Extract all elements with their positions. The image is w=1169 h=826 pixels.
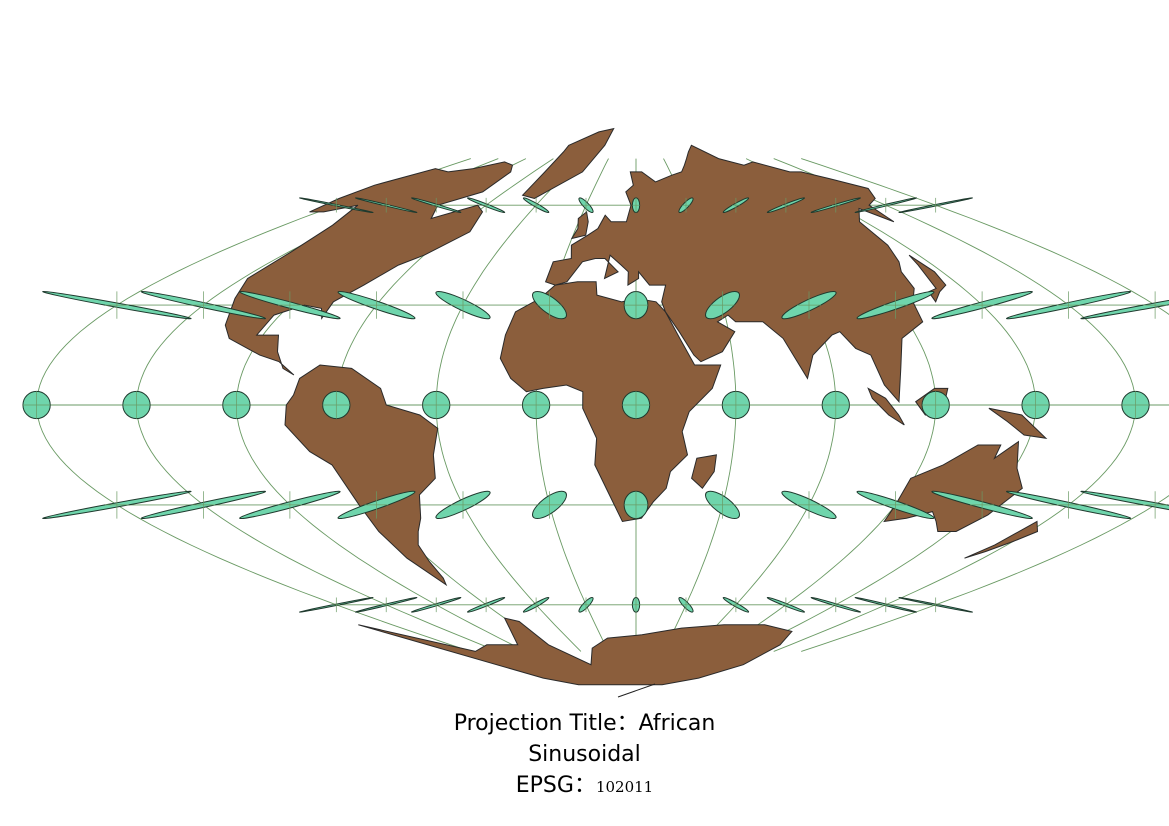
tissot-crosshair bbox=[582, 197, 590, 213]
land-layer bbox=[224, 127, 1048, 686]
tissot-crosshair bbox=[970, 491, 994, 519]
tissot-crosshair bbox=[532, 197, 540, 213]
tissot-crosshair bbox=[482, 197, 490, 213]
tissot-crosshair bbox=[382, 597, 390, 613]
landmass-japan bbox=[908, 254, 947, 303]
tissot-crosshair bbox=[782, 197, 790, 213]
landmass-greenland bbox=[521, 127, 615, 200]
tissot-crosshair bbox=[364, 291, 389, 319]
tissot-crosshair bbox=[882, 197, 890, 213]
tissot-crosshair bbox=[632, 597, 640, 613]
landmass-new-guinea bbox=[988, 407, 1048, 440]
tissot-crosshair bbox=[1143, 291, 1167, 319]
tissot-crosshair bbox=[822, 391, 850, 419]
tissot-crosshair bbox=[782, 597, 790, 613]
epsg-code: 102011 bbox=[595, 778, 654, 796]
tissot-crosshair bbox=[105, 291, 129, 319]
tissot-crosshair bbox=[382, 197, 390, 213]
tissot-crosshair bbox=[970, 291, 994, 319]
tissot-crosshair bbox=[1056, 491, 1081, 519]
tissot-crosshair bbox=[797, 291, 821, 319]
tissot-crosshair bbox=[105, 491, 129, 519]
tissot-crosshair bbox=[332, 597, 340, 613]
landmass-antarctica bbox=[358, 617, 793, 686]
tissot-crosshair bbox=[537, 491, 562, 519]
tissot-crosshair bbox=[632, 197, 640, 213]
tissot-crosshair bbox=[22, 391, 51, 419]
tissot-crosshair bbox=[722, 391, 750, 419]
tissot-crosshair bbox=[832, 597, 840, 613]
tissot-crosshair bbox=[732, 197, 740, 213]
epsg-line: EPSG：102011 bbox=[0, 770, 1169, 803]
tissot-crosshair bbox=[432, 197, 440, 213]
tissot-crosshair bbox=[364, 491, 389, 519]
tissot-crosshair bbox=[451, 491, 475, 519]
tissot-crosshair bbox=[522, 391, 550, 419]
tissot-crosshair bbox=[191, 291, 216, 319]
tissot-crosshair bbox=[710, 491, 735, 519]
tissot-crosshair bbox=[732, 597, 740, 613]
tissot-crosshair bbox=[883, 291, 908, 319]
tissot-crosshair bbox=[422, 391, 450, 419]
map-canvas bbox=[0, 127, 1169, 698]
tissot-crosshair bbox=[1121, 391, 1150, 419]
tissot-indicatrix-layer bbox=[23, 198, 1169, 612]
tissot-crosshair bbox=[1143, 491, 1167, 519]
tissot-crosshair bbox=[278, 291, 302, 319]
tissot-crosshair bbox=[882, 597, 890, 613]
meridian-line bbox=[801, 158, 1169, 652]
tissot-crosshair bbox=[1056, 291, 1081, 319]
tissot-crosshair bbox=[624, 291, 648, 319]
tissot-crosshair bbox=[832, 197, 840, 213]
tissot-crosshair bbox=[332, 197, 340, 213]
map-caption: Projection Title：African Sinusoidal EPSG… bbox=[0, 708, 1169, 803]
projection-title: Projection Title：African bbox=[453, 711, 716, 736]
landmass-north-america bbox=[224, 161, 514, 376]
leader-line bbox=[617, 683, 656, 698]
epsg-label: EPSG： bbox=[515, 773, 596, 798]
tissot-crosshair bbox=[710, 291, 735, 319]
tissot-crosshair bbox=[482, 597, 490, 613]
tissot-crosshair bbox=[1021, 391, 1050, 419]
tissot-crosshair bbox=[883, 491, 908, 519]
tissot-crosshair bbox=[624, 491, 648, 519]
landmass-britain bbox=[570, 210, 589, 240]
tissot-crosshair bbox=[222, 391, 251, 419]
tissot-crosshair bbox=[451, 291, 475, 319]
tissot-crosshair bbox=[797, 491, 821, 519]
tissot-crosshair bbox=[582, 597, 590, 613]
tissot-crosshair bbox=[537, 291, 562, 319]
tissot-crosshair bbox=[682, 197, 690, 213]
tissot-crosshair bbox=[122, 391, 151, 419]
landmass-africa bbox=[499, 281, 722, 523]
tissot-crosshair bbox=[191, 491, 216, 519]
landmass-new-zealand bbox=[964, 520, 1039, 559]
tissot-crosshair bbox=[432, 597, 440, 613]
tissot-crosshair bbox=[622, 391, 650, 419]
tissot-crosshair bbox=[932, 197, 940, 213]
projection-name: Sinusoidal bbox=[528, 742, 641, 767]
tissot-crosshair bbox=[278, 491, 302, 519]
landmass-sumatra bbox=[867, 387, 905, 426]
landmass-australia bbox=[883, 440, 1023, 532]
landmass-eurasia bbox=[544, 144, 924, 403]
tissot-crosshair bbox=[532, 597, 540, 613]
map-frame bbox=[0, 127, 1169, 698]
landmass-madagascar bbox=[691, 454, 717, 490]
landmass-south-america bbox=[284, 364, 448, 587]
tissot-crosshair bbox=[922, 391, 950, 419]
tissot-crosshair bbox=[932, 597, 940, 613]
tissot-crosshair bbox=[322, 391, 350, 419]
tissot-crosshair bbox=[682, 597, 690, 613]
